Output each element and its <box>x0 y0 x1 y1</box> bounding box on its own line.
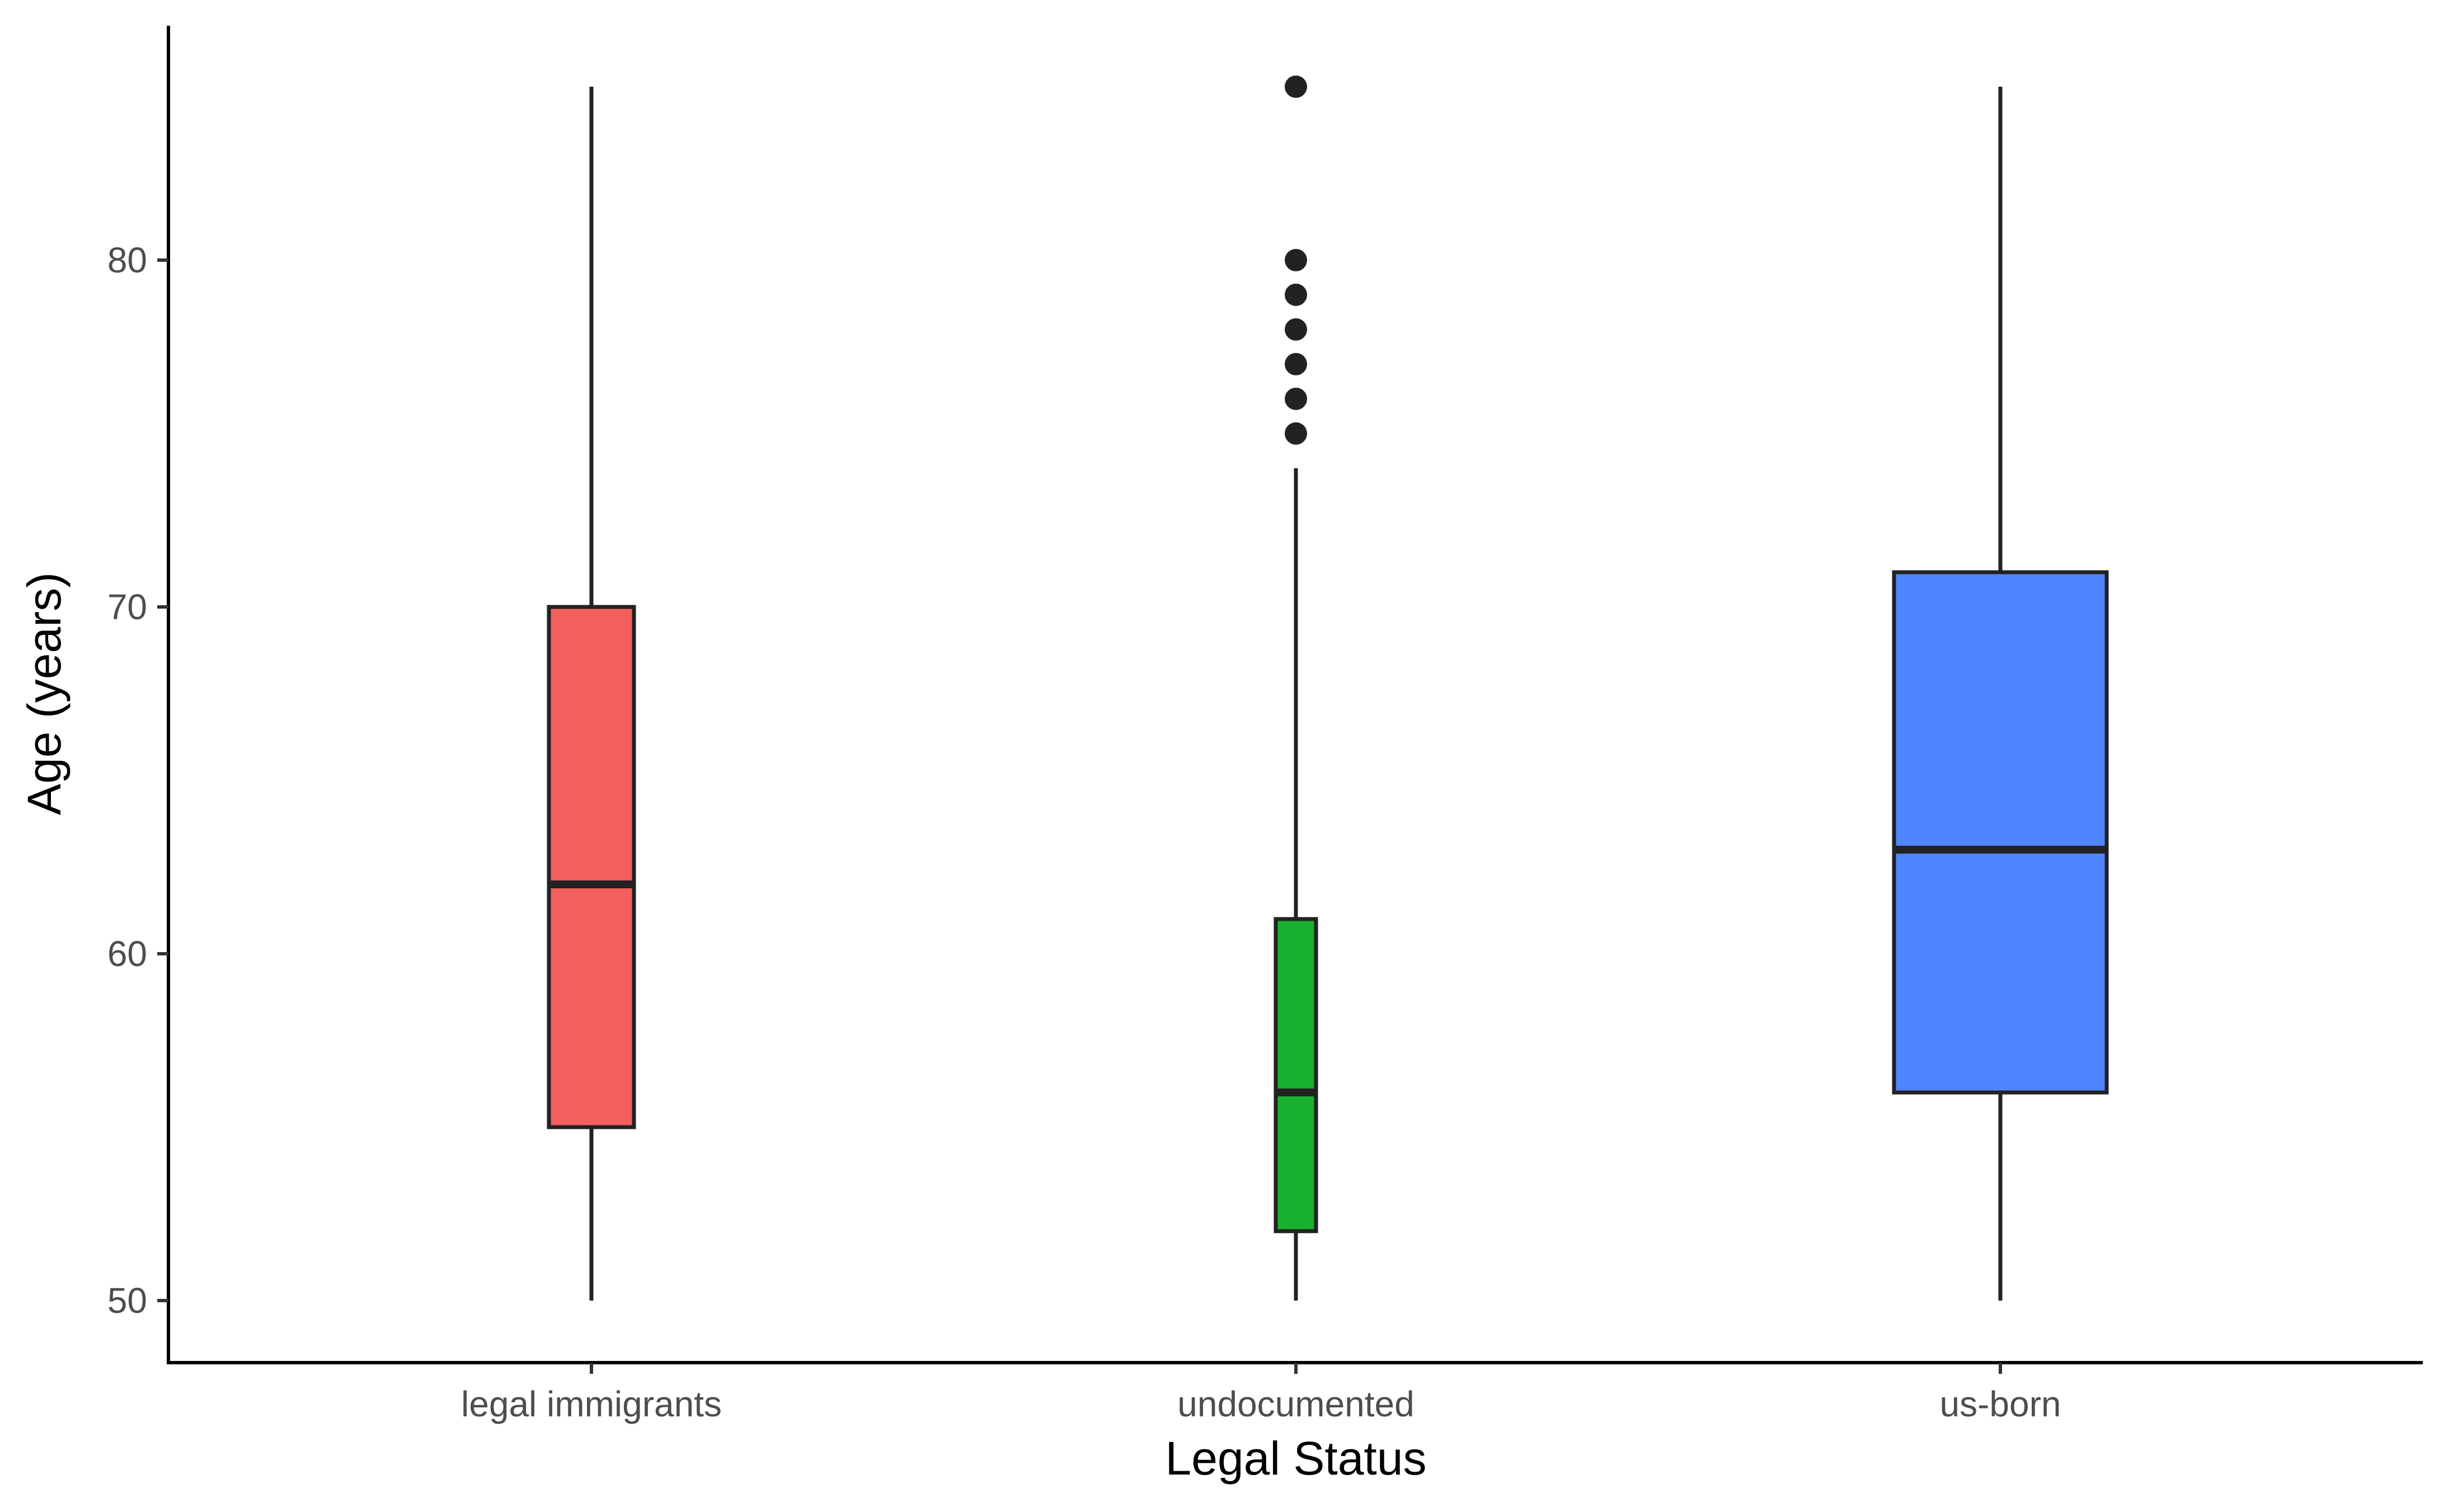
x-tick-label: us-born <box>1940 1384 2061 1424</box>
x-tick-label: undocumented <box>1177 1384 1414 1424</box>
plot-marks <box>547 76 2109 1301</box>
outlier-point <box>1285 284 1307 306</box>
box-group-2 <box>1274 76 1318 1301</box>
ticks: 50 60 70 80 legal immigrants undocumented us-b… <box>107 240 2061 1424</box>
y-tick-label: 80 <box>107 240 147 280</box>
y-axis-title: Age (years) <box>18 572 71 815</box>
x-tick-label: legal immigrants <box>461 1384 722 1424</box>
box-group-1 <box>547 87 636 1301</box>
outlier-point <box>1285 353 1307 375</box>
outlier-point <box>1285 422 1307 445</box>
y-tick-label: 70 <box>107 587 147 627</box>
outlier-point <box>1285 318 1307 341</box>
y-tick-label: 60 <box>107 934 147 974</box>
y-tick-label: 50 <box>107 1280 147 1321</box>
outlier-point <box>1285 76 1307 98</box>
outlier-point <box>1285 388 1307 410</box>
iqr-box <box>1892 570 2109 1095</box>
iqr-box <box>547 605 636 1129</box>
x-axis-title: Legal Status <box>1165 1432 1426 1485</box>
outlier-point <box>1285 249 1307 271</box>
box-group-3 <box>1892 87 2109 1301</box>
iqr-box <box>1274 917 1318 1233</box>
